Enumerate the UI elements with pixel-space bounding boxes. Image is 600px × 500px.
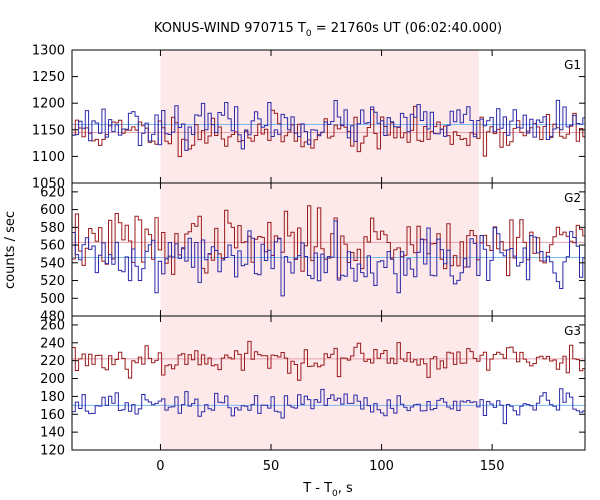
y-tick-label: 1200 <box>32 97 65 112</box>
x-tick-label: 150 <box>480 459 505 474</box>
x-tick-label: 100 <box>369 459 394 474</box>
highlight-interval <box>160 50 479 450</box>
y-tick-label: 1250 <box>32 70 65 85</box>
y-tick-label: 600 <box>40 203 65 218</box>
x-tick-label: 0 <box>156 459 164 474</box>
series-g2-blue <box>72 220 585 297</box>
panel-frame-g3 <box>71 315 586 451</box>
y-tick-label: 180 <box>40 390 65 405</box>
panel-label-g2: G2 <box>564 191 581 205</box>
y-tick-label: 220 <box>40 354 65 369</box>
y-tick-label: 1300 <box>32 44 65 59</box>
series-g3-red <box>72 340 585 381</box>
y-tick-label: 540 <box>40 256 65 271</box>
x-axis-label: T - T0, s <box>302 481 353 499</box>
ticks-layer: 1050110011501200125013004805005205405605… <box>32 44 585 474</box>
y-tick-label: 560 <box>40 239 65 254</box>
series-g3-blue <box>72 388 585 425</box>
y-tick-label: 240 <box>40 336 65 351</box>
x-tick-label: 50 <box>263 459 280 474</box>
panel-label-g3: G3 <box>564 324 581 338</box>
y-tick-label: 480 <box>40 310 65 325</box>
y-tick-label: 200 <box>40 372 65 387</box>
frame-layer <box>71 49 586 451</box>
chart-title: KONUS-WIND 970715 T0 = 21760s UT (06:02:… <box>154 21 502 39</box>
highlight-layer <box>160 50 479 450</box>
y-axis-label: counts / sec <box>3 211 18 289</box>
y-tick-label: 520 <box>40 274 65 289</box>
panel-label-g1: G1 <box>564 58 581 72</box>
y-tick-label: 140 <box>40 426 65 441</box>
y-tick-label: 500 <box>40 292 65 307</box>
y-tick-label: 120 <box>40 444 65 459</box>
y-tick-label: 1150 <box>32 123 65 138</box>
series-g1-blue <box>72 99 585 151</box>
y-tick-label: 580 <box>40 221 65 236</box>
series-layer <box>72 99 585 425</box>
y-tick-label: 160 <box>40 408 65 423</box>
y-tick-label: 620 <box>40 185 65 200</box>
panel-labels-layer: G1 G2 G3 <box>564 58 581 338</box>
y-tick-label: 1050 <box>32 177 65 192</box>
y-tick-label: 1100 <box>32 150 65 165</box>
y-tick-label: 260 <box>40 318 65 333</box>
